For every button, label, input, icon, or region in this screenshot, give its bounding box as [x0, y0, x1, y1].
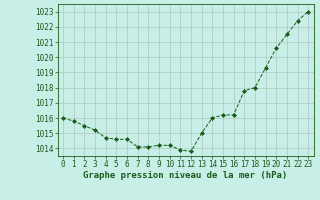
- X-axis label: Graphe pression niveau de la mer (hPa): Graphe pression niveau de la mer (hPa): [84, 171, 288, 180]
